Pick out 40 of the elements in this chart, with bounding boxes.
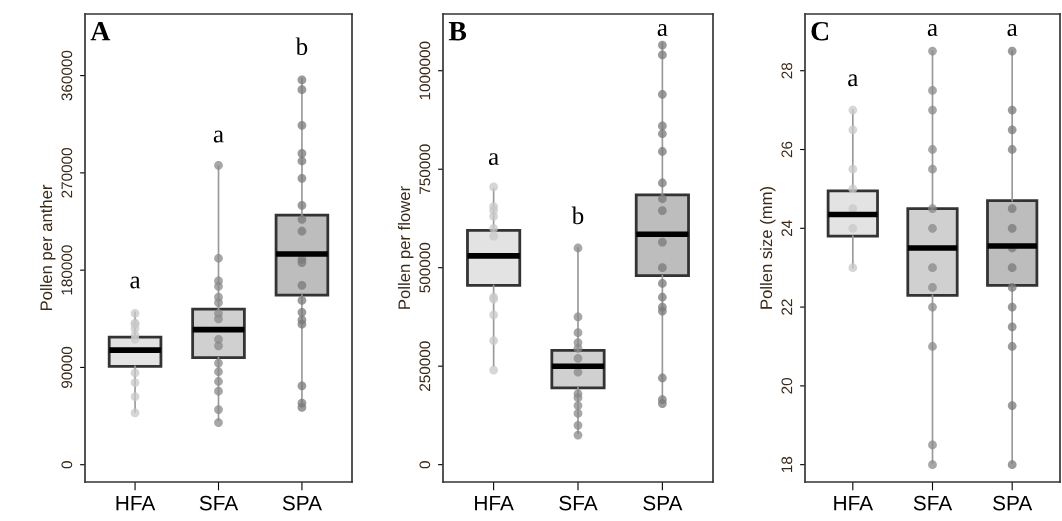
y-tick-label: 26	[781, 141, 793, 158]
x-tick-label: HFA	[116, 495, 156, 511]
y-tick-label: 1000000	[419, 41, 431, 100]
y-tick-label: 360000	[61, 50, 73, 101]
annotation: a	[1007, 24, 1018, 37]
x-tick-label: SPA	[282, 495, 322, 511]
annotation: b	[295, 37, 308, 56]
y-tick-label: 22	[781, 299, 793, 315]
y-tick-label: 18	[781, 456, 793, 472]
x-tick-label: SFA	[199, 495, 239, 511]
x-tick-label: SPA	[993, 495, 1033, 511]
y-tick-label: 28	[781, 62, 793, 79]
y-tick-label: 90000	[61, 346, 73, 388]
y-tick-label: 0	[61, 461, 73, 469]
y-axis-title: Pollen per anther	[39, 184, 56, 311]
annotation: b	[571, 206, 584, 225]
annotation: a	[927, 24, 938, 37]
x-tick-label: SPA	[643, 495, 683, 511]
y-tick-label: 270000	[61, 147, 73, 198]
y-tick-label: 500000	[419, 242, 431, 293]
y-tick-label: 20	[781, 377, 793, 394]
chart-title: B	[448, 22, 467, 41]
y-tick-label: 24	[781, 220, 793, 237]
y-tick-label: 0	[419, 461, 431, 469]
annotation: a	[213, 130, 224, 143]
x-tick-label: HFA	[475, 495, 514, 511]
annotation: a	[488, 153, 499, 166]
chart-title: C	[811, 21, 829, 41]
y-tick-label: 180000	[61, 245, 73, 295]
y-tick-label: 750000	[419, 144, 431, 194]
chart-title: A	[90, 21, 111, 41]
x-tick-label: HFA	[834, 495, 874, 511]
y-axis-title: Pollen per flower	[397, 186, 414, 309]
y-axis-title: Pollen size (mm)	[759, 186, 776, 309]
annotation: a	[657, 24, 668, 37]
annotation: a	[848, 74, 859, 87]
y-tick-label: 250000	[419, 341, 431, 391]
annotation: a	[130, 276, 141, 289]
x-tick-label: SFA	[559, 495, 598, 511]
x-tick-label: SFA	[913, 495, 953, 511]
